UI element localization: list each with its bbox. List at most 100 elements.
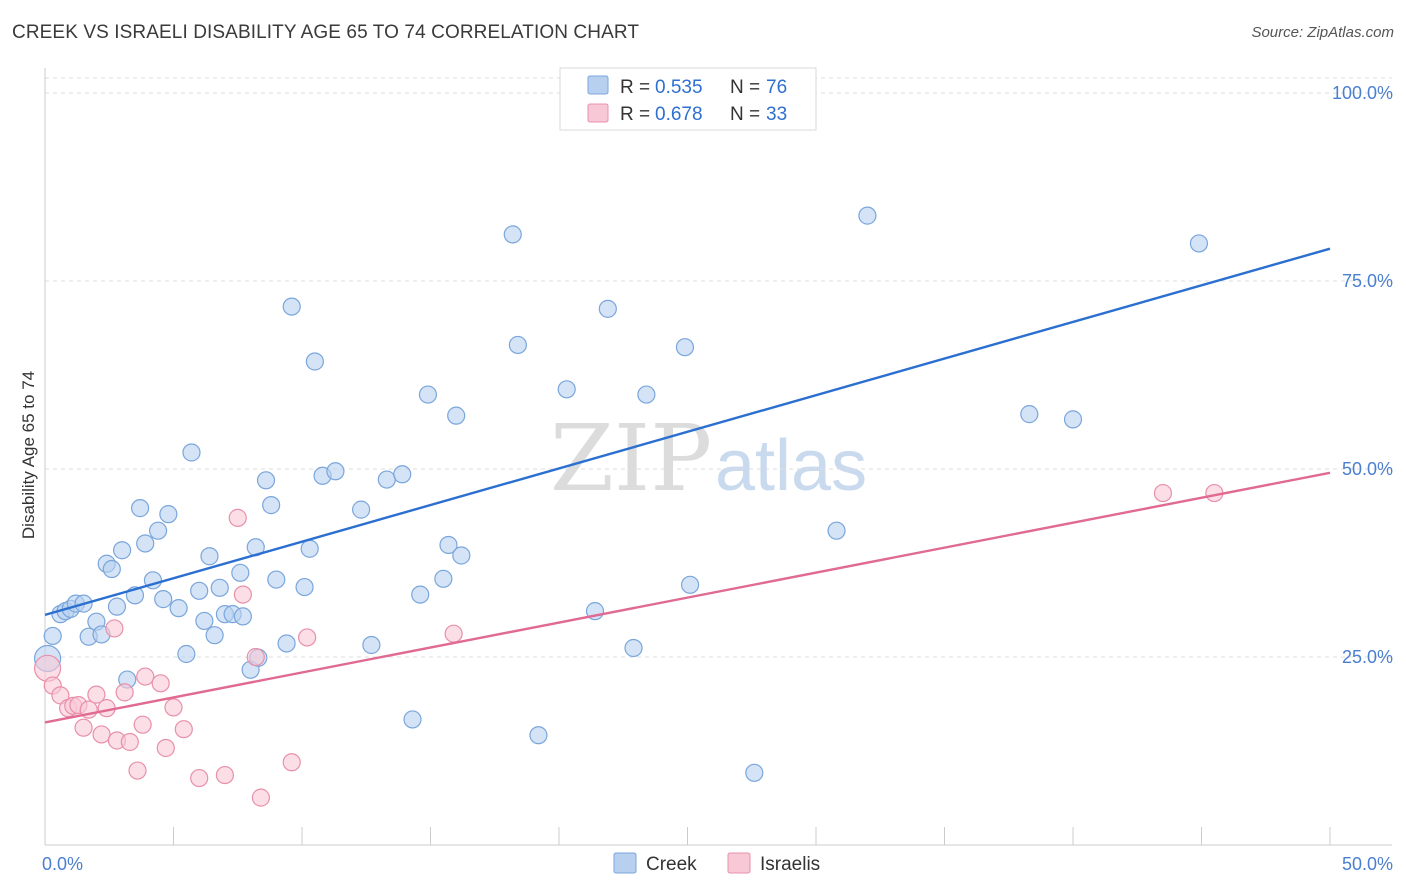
bottom-legend-swatch-israelis (727, 852, 751, 874)
israelis-point-28 (282, 753, 301, 772)
watermark-zip: ZIP (550, 405, 712, 512)
israelis-point-6 (74, 718, 93, 737)
creek-point-68 (680, 575, 700, 594)
israelis-point-19 (156, 738, 175, 758)
creek-point-59 (508, 335, 527, 355)
source-label: Source: ZipAtlas.com (1251, 24, 1394, 41)
legend-n-value-israelis: 33 (766, 104, 787, 125)
creek-trendline (44, 247, 1331, 617)
creek-point-32 (231, 563, 250, 582)
creek-point-28 (205, 626, 224, 645)
data-points (33, 83, 1224, 807)
creek-point-50 (393, 465, 412, 484)
legend-r-label-creek: R = (620, 77, 650, 98)
legend-r-label-israelis: R = (620, 104, 650, 125)
trendlines (44, 247, 1331, 724)
x-tick-labels: 0.0% 50.0% (42, 854, 1393, 874)
creek-point-42 (295, 577, 314, 597)
creek-point-69 (745, 763, 764, 782)
creek-point-56 (447, 406, 466, 425)
israelis-point-31 (1153, 483, 1173, 503)
creek-point-22 (169, 599, 188, 618)
creek-point-25 (190, 581, 209, 600)
creek-point-48 (362, 635, 381, 655)
creek-point-54 (434, 569, 453, 588)
israelis-point-22 (190, 768, 209, 788)
creek-point-39 (267, 570, 286, 589)
creek-point-60 (529, 726, 548, 745)
israelis-point-29 (298, 628, 317, 647)
israelis-point-25 (233, 585, 252, 604)
creek-point-63 (598, 299, 617, 318)
israelis-point-17 (136, 667, 155, 686)
israelis-point-30 (444, 624, 463, 643)
creek-point-51 (403, 710, 422, 729)
creek-point-52 (411, 585, 430, 604)
creek-point-47 (352, 500, 371, 519)
y-tick-label-0: 25.0% (1342, 647, 1393, 667)
israelis-point-8 (87, 685, 106, 704)
creek-point-38 (262, 496, 281, 515)
israelis-point-21 (174, 720, 193, 739)
bottom-legend-label-israelis: Israelis (760, 854, 820, 875)
israelis-point-14 (120, 732, 139, 752)
creek-point-44 (305, 352, 324, 371)
creek-point-37 (256, 471, 276, 490)
legend-n-label-israelis: N = (730, 104, 760, 125)
israelis-point-24 (228, 508, 247, 527)
creek-point-58 (503, 225, 522, 244)
israelis-point-9 (92, 725, 111, 744)
creek-point-24 (182, 443, 201, 462)
israelis-point-0 (33, 654, 62, 682)
creek-point-1 (43, 626, 62, 646)
creek-point-20 (154, 590, 173, 609)
israelis-point-11 (105, 619, 124, 638)
creek-point-33 (233, 607, 252, 626)
creek-point-19 (148, 521, 168, 540)
creek-point-61 (557, 380, 576, 399)
creek-point-13 (112, 541, 132, 560)
creek-point-12 (107, 597, 127, 616)
legend: R = 0.535 N = 76 R = 0.678 N = 33 (559, 67, 817, 131)
y-axis-title: Disability Age 65 to 74 (19, 371, 38, 539)
creek-point-73 (1020, 405, 1039, 424)
creek-point-66 (637, 385, 656, 404)
y-tick-label-1: 50.0% (1342, 459, 1393, 479)
creek-point-11 (102, 559, 121, 579)
creek-point-72 (858, 206, 877, 225)
legend-swatch-creek (587, 75, 609, 95)
bottom-legend-swatch-creek (613, 852, 637, 874)
israelis-point-26 (246, 647, 265, 667)
legend-r-value-israelis: 0.678 (655, 104, 703, 125)
x-tick-label-max: 50.0% (1342, 854, 1393, 874)
y-tick-label-3: 100.0% (1332, 83, 1393, 103)
creek-point-75 (1189, 234, 1209, 253)
israelis-trendline (44, 471, 1331, 724)
israelis-point-23 (215, 765, 234, 785)
creek-point-49 (377, 470, 396, 489)
legend-swatch-israelis (587, 103, 609, 123)
axes (44, 68, 1392, 846)
legend-r-value-creek: 0.535 (655, 77, 703, 98)
creek-point-43 (300, 539, 319, 558)
israelis-point-27 (251, 788, 270, 807)
creek-point-16 (130, 499, 150, 518)
creek-point-27 (200, 547, 219, 566)
creek-point-71 (827, 521, 846, 540)
legend-n-label-creek: N = (730, 77, 760, 98)
bottom-legend: Creek Israelis (613, 852, 820, 875)
creek-point-26 (195, 611, 214, 631)
creek-point-57 (452, 546, 471, 565)
creek-point-53 (418, 385, 438, 404)
chart-title: CREEK VS ISRAELI DISABILITY AGE 65 TO 74… (12, 22, 640, 43)
bottom-legend-label-creek: Creek (646, 854, 697, 875)
creek-point-29 (210, 578, 229, 597)
creek-point-41 (282, 297, 301, 316)
creek-point-23 (177, 644, 196, 664)
creek-point-64 (624, 638, 643, 658)
y-tick-label-2: 75.0% (1342, 271, 1393, 291)
y-tick-labels: 25.0% 50.0% 75.0% 100.0% (1332, 83, 1393, 667)
israelis-point-20 (164, 698, 183, 717)
x-tick-label-min: 0.0% (42, 854, 83, 874)
